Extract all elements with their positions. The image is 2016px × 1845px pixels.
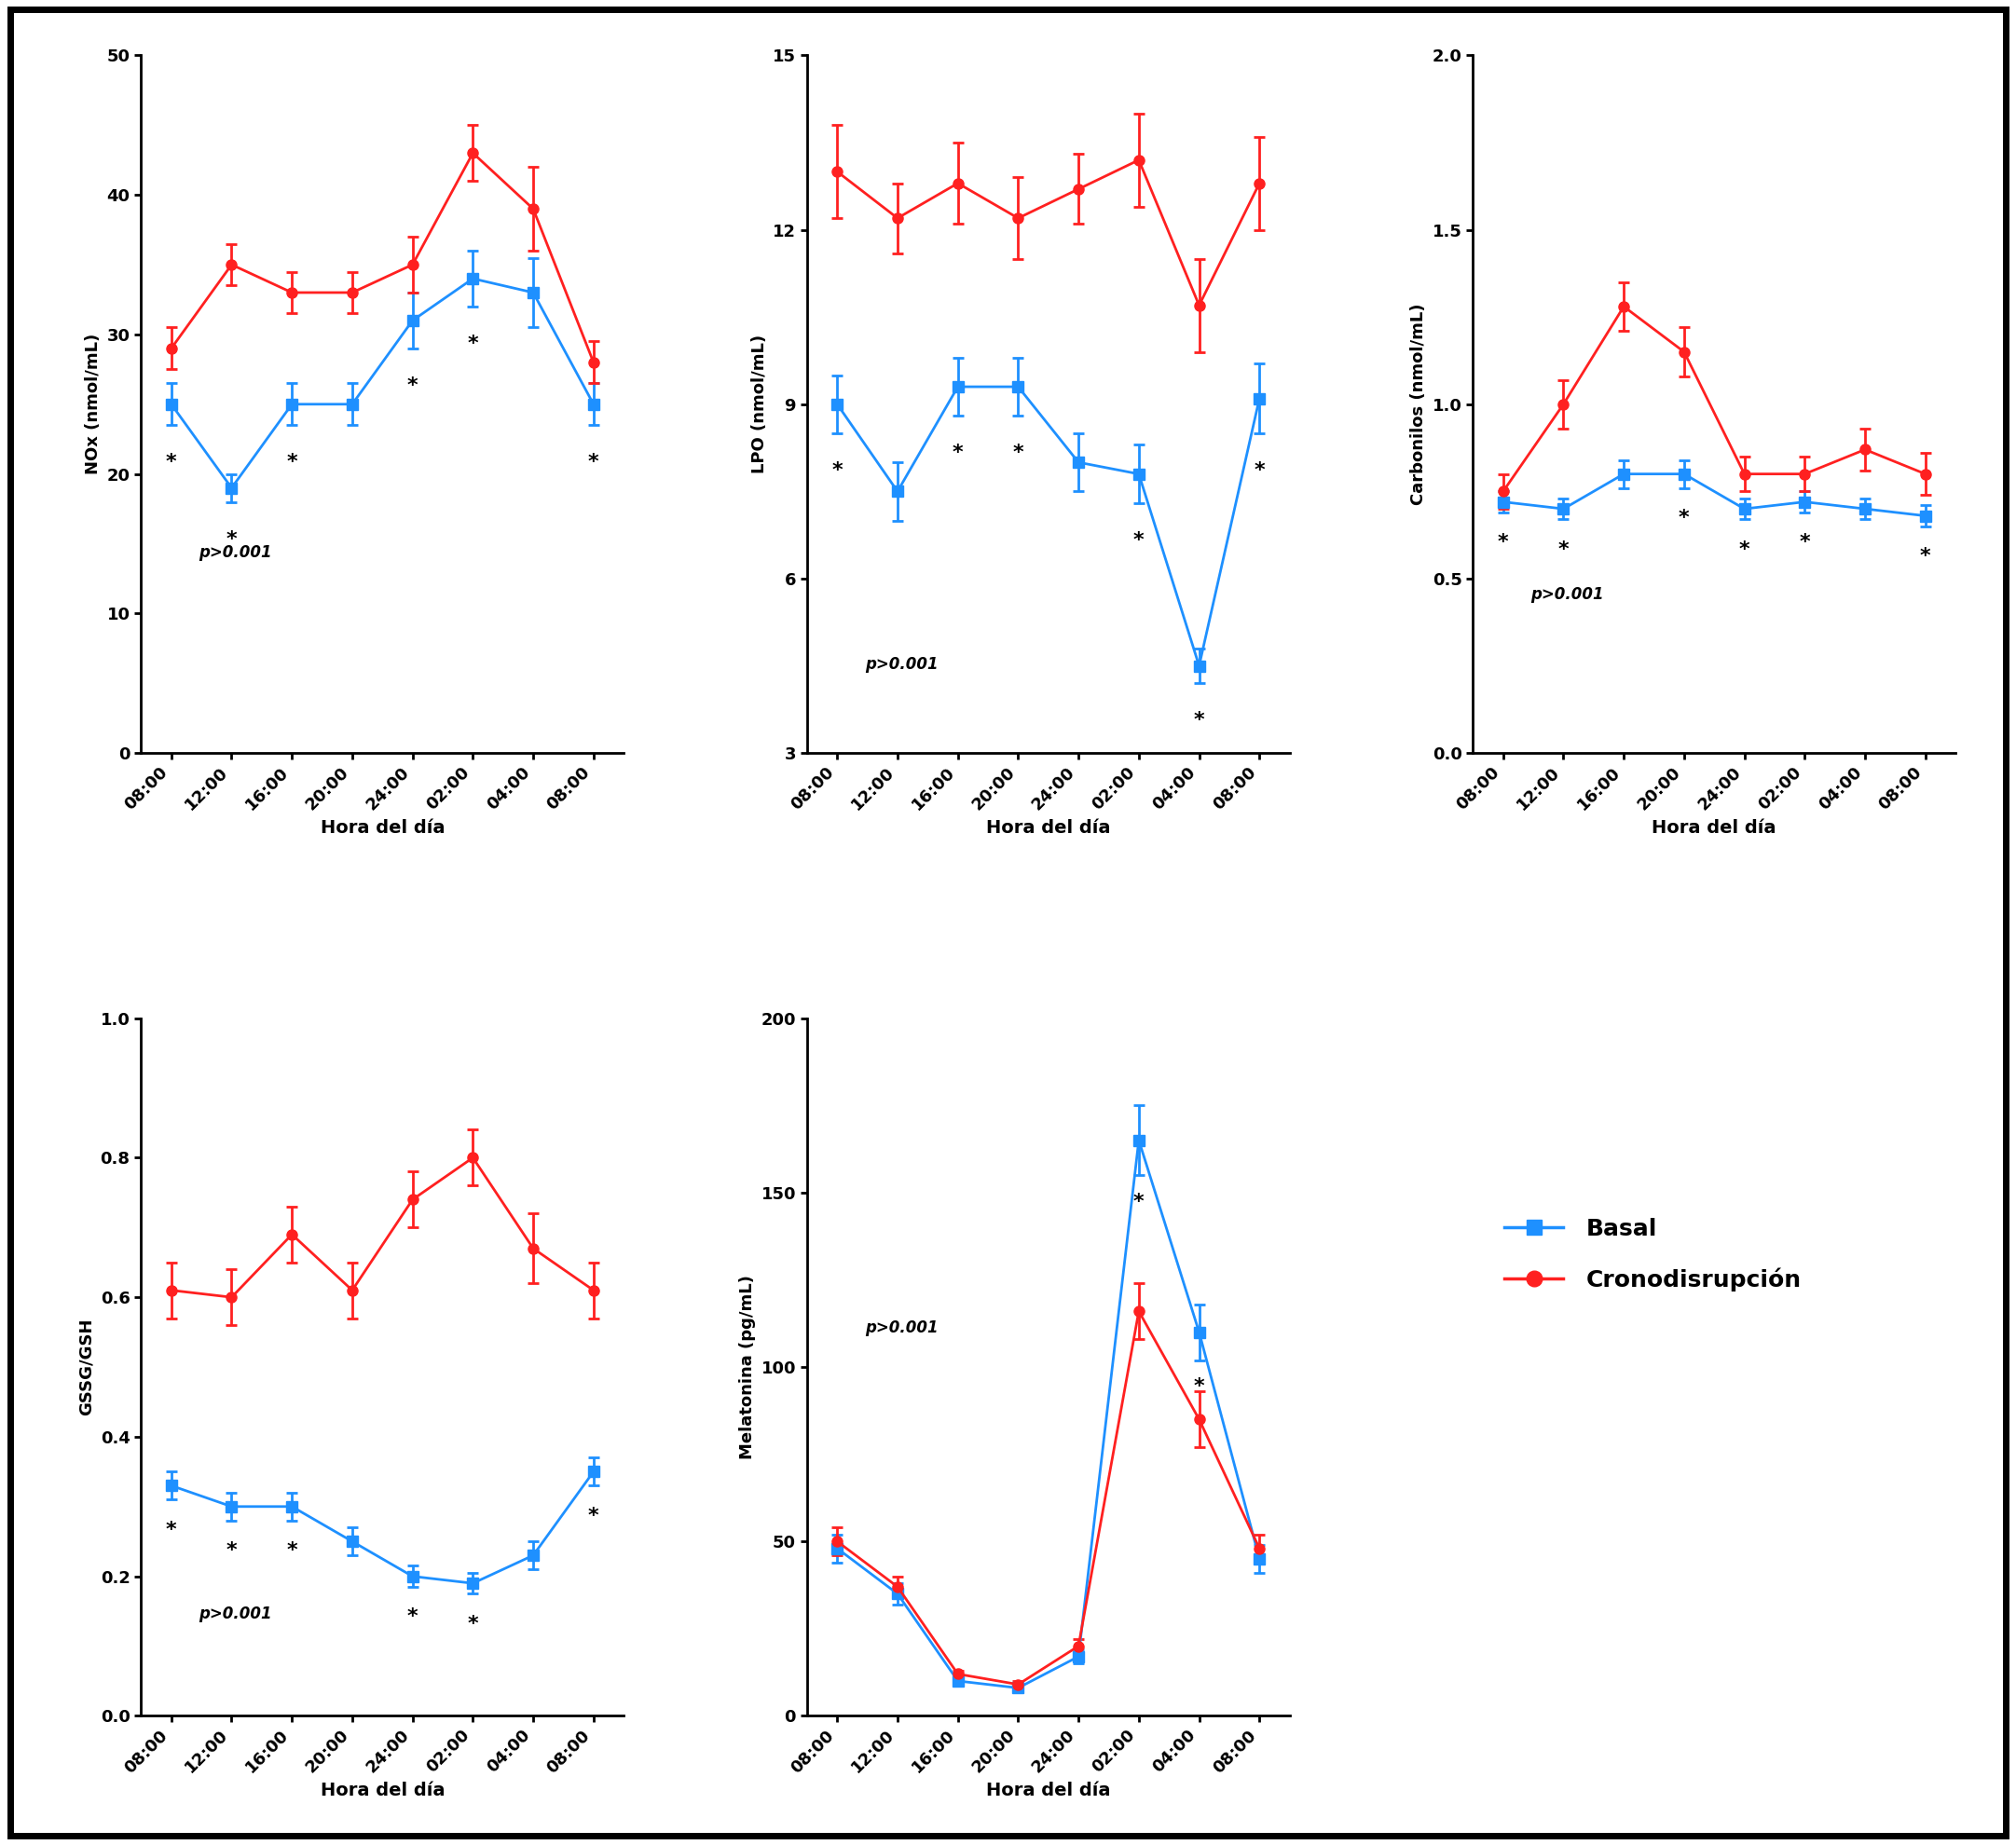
Y-axis label: NOx (nmol/mL): NOx (nmol/mL) — [85, 334, 101, 474]
Text: *: * — [468, 1614, 478, 1633]
Text: *: * — [165, 1520, 177, 1539]
Text: *: * — [1498, 533, 1508, 552]
X-axis label: Hora del día: Hora del día — [321, 819, 446, 836]
Text: *: * — [833, 461, 843, 480]
Text: *: * — [589, 1507, 599, 1526]
Text: *: * — [1740, 541, 1750, 559]
Text: *: * — [1919, 548, 1931, 566]
Text: *: * — [1193, 1378, 1204, 1397]
X-axis label: Hora del día: Hora del día — [1651, 819, 1776, 836]
Text: p>0.001: p>0.001 — [865, 1319, 937, 1336]
Text: *: * — [1012, 445, 1024, 463]
X-axis label: Hora del día: Hora del día — [321, 1782, 446, 1799]
Text: *: * — [407, 1607, 417, 1625]
Y-axis label: Melatonina (pg/mL): Melatonina (pg/mL) — [740, 1275, 756, 1459]
Text: *: * — [1558, 541, 1568, 559]
Text: *: * — [1133, 531, 1145, 550]
Text: *: * — [286, 1541, 296, 1561]
X-axis label: Hora del día: Hora del día — [986, 819, 1111, 836]
X-axis label: Hora del día: Hora del día — [986, 1782, 1111, 1799]
Text: *: * — [1193, 710, 1204, 731]
Text: *: * — [1133, 1192, 1145, 1210]
Legend: Basal, Cronodisrupción: Basal, Cronodisrupción — [1496, 1208, 1810, 1301]
Text: *: * — [407, 376, 417, 395]
Text: *: * — [226, 530, 238, 548]
Text: *: * — [226, 1541, 238, 1561]
Y-axis label: Carbonilos (nmol/mL): Carbonilos (nmol/mL) — [1411, 303, 1427, 506]
Text: *: * — [952, 445, 964, 463]
Text: *: * — [1254, 461, 1264, 480]
Text: *: * — [1800, 533, 1810, 552]
Text: p>0.001: p>0.001 — [200, 544, 272, 561]
Text: p>0.001: p>0.001 — [865, 657, 937, 673]
Y-axis label: LPO (nmol/mL): LPO (nmol/mL) — [750, 334, 768, 474]
Text: *: * — [286, 454, 296, 472]
Text: p>0.001: p>0.001 — [1530, 587, 1605, 603]
Text: *: * — [589, 454, 599, 472]
Text: *: * — [1679, 509, 1689, 528]
Text: p>0.001: p>0.001 — [200, 1605, 272, 1622]
Text: *: * — [468, 334, 478, 352]
Y-axis label: GSSG/GSH: GSSG/GSH — [79, 1319, 95, 1415]
Text: *: * — [165, 454, 177, 472]
